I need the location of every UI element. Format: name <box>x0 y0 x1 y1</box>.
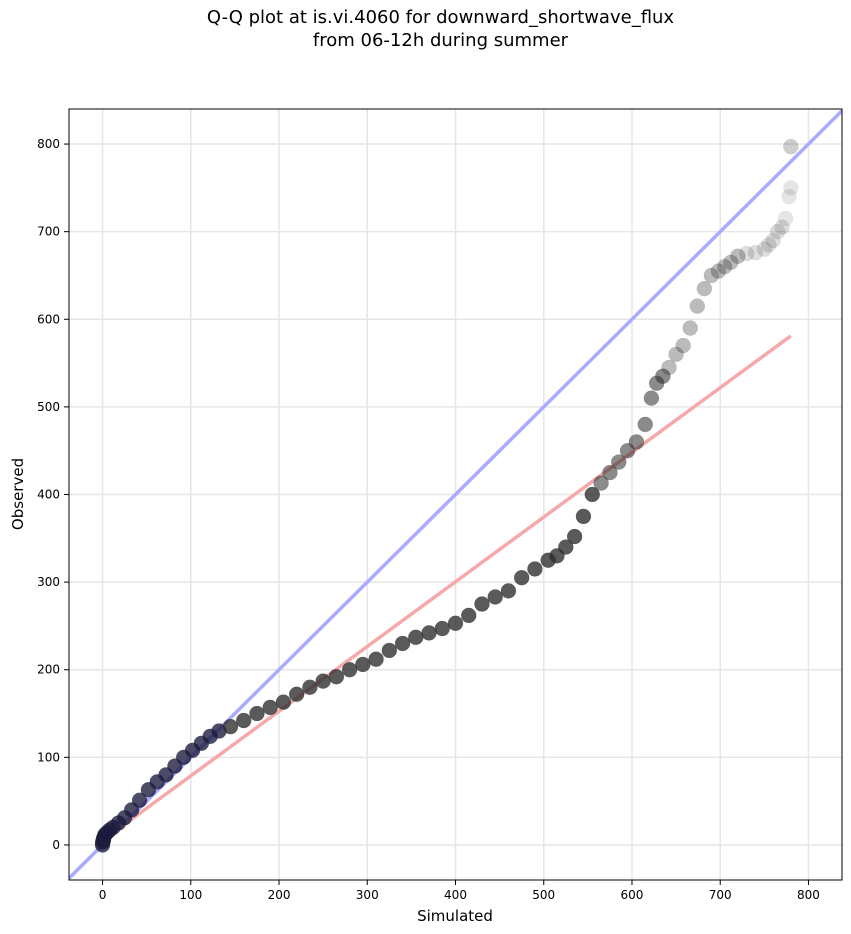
quantile-point <box>235 712 252 729</box>
quantile-point <box>747 244 764 261</box>
quantile-point <box>222 718 239 735</box>
quantile-point <box>513 569 530 586</box>
chart-title: Q-Q plot at is.vi.4060 for downward_shor… <box>0 6 851 52</box>
quantile-point <box>783 138 799 155</box>
quantile-point <box>262 699 278 716</box>
quantile-point <box>765 232 781 249</box>
y-axis-label: Observed <box>9 458 27 530</box>
quantile-point <box>783 180 799 196</box>
quantile-point <box>249 705 265 722</box>
quantile-point <box>730 248 746 264</box>
y-tick-label: 600 <box>37 312 60 326</box>
y-tick-label: 200 <box>37 663 60 677</box>
quantile-point <box>527 561 543 577</box>
x-tick-label: 500 <box>532 888 555 902</box>
quantile-point <box>447 615 464 632</box>
quantile-point <box>460 607 477 624</box>
quantile-point <box>381 642 398 659</box>
reference-line-fit <box>101 334 792 842</box>
quantile-point <box>643 390 660 406</box>
quantile-point <box>558 539 574 555</box>
y-tick-label: 500 <box>37 400 60 414</box>
quantile-point <box>723 254 739 271</box>
y-tick-label: 800 <box>37 137 60 151</box>
quantile-point <box>756 241 773 257</box>
quantile-point <box>710 263 727 279</box>
quantile-point <box>628 434 645 450</box>
x-tick-label: 100 <box>179 888 202 902</box>
quantile-point <box>575 508 592 525</box>
quantile-point <box>781 188 797 205</box>
chart-title-line-1: Q-Q plot at is.vi.4060 for downward_shor… <box>206 7 675 28</box>
quantile-point <box>434 620 451 637</box>
quantile-point <box>487 589 503 605</box>
x-tick-label: 0 <box>99 888 107 902</box>
quantile-point <box>769 223 786 240</box>
quantile-point <box>584 486 601 503</box>
y-tick-label: 100 <box>37 750 60 764</box>
x-tick-label: 600 <box>621 888 644 902</box>
x-tick-label: 300 <box>356 888 379 902</box>
x-axis-ticks: 0 100 200 300 400 500 600 700 800 <box>99 880 820 902</box>
quantile-point <box>655 368 671 384</box>
y-tick-label: 400 <box>37 488 60 502</box>
quantile-point <box>661 359 677 376</box>
quantile-point <box>566 528 583 545</box>
y-axis-ticks: 0 100 200 300 400 500 600 700 800 <box>37 137 69 852</box>
quantile-point <box>302 679 318 695</box>
quantile-point <box>355 656 371 673</box>
quantile-point <box>777 210 794 227</box>
quantile-point <box>275 694 292 710</box>
x-axis-label: Simulated <box>417 907 493 925</box>
quantile-point <box>703 267 720 284</box>
quantile-point <box>474 596 490 612</box>
quantile-point <box>682 320 698 336</box>
y-tick-label: 0 <box>52 838 60 852</box>
x-tick-label: 200 <box>268 888 291 902</box>
quantile-point <box>610 454 627 470</box>
quantile-point <box>738 245 755 262</box>
quantile-point <box>368 651 384 667</box>
quantile-point <box>602 464 618 481</box>
quantile-point <box>696 280 713 297</box>
quantile-point <box>288 686 305 703</box>
quantile-point <box>689 298 706 314</box>
y-tick-label: 700 <box>37 225 60 239</box>
quantile-point <box>500 583 517 599</box>
quantile-point <box>131 792 148 809</box>
y-tick-label: 300 <box>37 575 60 589</box>
x-tick-label: 800 <box>797 888 820 902</box>
quantile-point <box>328 668 345 685</box>
x-tick-label: 400 <box>444 888 467 902</box>
quantile-point <box>675 337 691 354</box>
quantile-point <box>315 673 331 689</box>
x-tick-label: 700 <box>709 888 732 902</box>
quantile-point <box>761 237 777 253</box>
chart-title-line-2: from 06-12h during summer <box>312 30 569 51</box>
quantile-point <box>637 416 653 433</box>
quantile-point <box>716 258 733 275</box>
quantile-point <box>783 138 799 155</box>
quantile-point <box>774 219 790 236</box>
quantile-point <box>341 661 358 678</box>
quantile-point <box>394 635 411 652</box>
quantile-point <box>668 346 684 363</box>
quantile-point <box>593 475 609 491</box>
quantile-point <box>421 625 437 641</box>
quantile-points <box>94 138 799 853</box>
quantile-point <box>408 629 424 646</box>
